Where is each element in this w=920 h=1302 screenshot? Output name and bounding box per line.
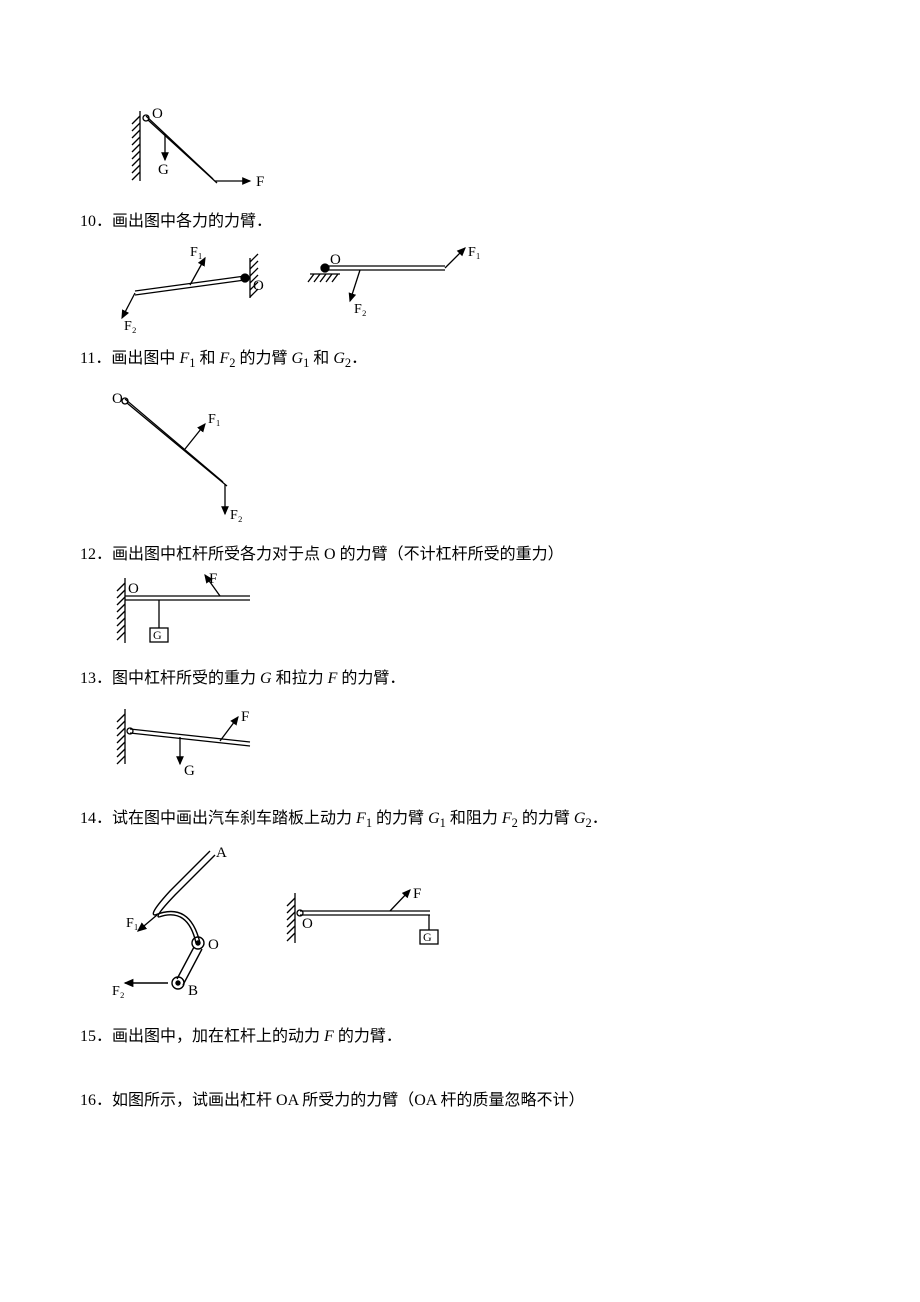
q16-text: 如图所示，试画出杠杆 OA 所受力的力臂（OA 杆的质量忽略不计） bbox=[112, 1092, 584, 1109]
q13-num: 13． bbox=[80, 670, 112, 687]
svg-text:O: O bbox=[253, 278, 264, 294]
svg-text:G: G bbox=[423, 930, 432, 944]
figure-14b: O F G bbox=[280, 888, 460, 958]
svg-text:F: F bbox=[413, 888, 421, 902]
svg-text:B: B bbox=[188, 983, 198, 999]
question-12: 12．画出图中杠杆所受各力对于点 O 的力臂（不计杠杆所受的重力） bbox=[80, 543, 850, 567]
q14-num: 14． bbox=[80, 810, 112, 827]
figure-14a: A O B F₁ F₂ bbox=[110, 843, 250, 1003]
svg-text:O: O bbox=[208, 937, 219, 953]
figure-13: G F bbox=[110, 709, 850, 779]
question-15: 15．画出图中，加在杠杆上的动力 F 的力臂． bbox=[80, 1025, 850, 1049]
question-14: 14．试在图中画出汽车刹车踏板上动力 F1 的力臂 G1 和阻力 F2 的力臂 … bbox=[80, 807, 850, 831]
figure-10-row: O F₁ F₂ O bbox=[110, 238, 850, 333]
q12-text: 画出图中杠杆所受各力对于点 O 的力臂（不计杠杆所受的重力） bbox=[112, 546, 564, 563]
q11-num: 11． bbox=[80, 350, 111, 367]
svg-text:F: F bbox=[241, 709, 249, 725]
svg-text:F₁: F₁ bbox=[190, 245, 203, 260]
figure-10b: O F₁ F₂ bbox=[300, 246, 485, 326]
figure-14-row: A O B F₁ F₂ bbox=[110, 843, 850, 1003]
svg-text:G: G bbox=[158, 162, 169, 178]
svg-text:F: F bbox=[209, 573, 217, 587]
page: O G F 10．画出图中各力的力臂． bbox=[0, 0, 920, 1302]
svg-text:O: O bbox=[152, 106, 163, 122]
svg-text:G: G bbox=[153, 628, 162, 642]
question-13: 13．图中杠杆所受的重力 G 和拉力 F 的力臂． bbox=[80, 667, 850, 691]
svg-text:F₁: F₁ bbox=[208, 412, 221, 427]
question-16: 16．如图所示，试画出杠杆 OA 所受力的力臂（OA 杆的质量忽略不计） bbox=[80, 1089, 850, 1113]
q10-num: 10． bbox=[80, 213, 112, 230]
svg-text:O: O bbox=[112, 391, 123, 407]
svg-text:F₂: F₂ bbox=[112, 984, 125, 999]
svg-text:F₁: F₁ bbox=[468, 246, 481, 260]
figure-10a: O F₁ F₂ bbox=[110, 238, 270, 333]
svg-text:F₁: F₁ bbox=[126, 916, 139, 931]
question-10: 10．画出图中各力的力臂． bbox=[80, 210, 850, 234]
figure-12: O F G bbox=[110, 573, 850, 653]
svg-text:F₂: F₂ bbox=[354, 302, 367, 317]
svg-text:G: G bbox=[184, 763, 195, 779]
svg-text:F₂: F₂ bbox=[124, 319, 137, 333]
svg-text:O: O bbox=[128, 581, 139, 597]
q10-text: 画出图中各力的力臂． bbox=[112, 213, 272, 230]
figure-11: O F₁ F₂ bbox=[110, 389, 850, 529]
question-11: 11．画出图中 F1 和 F2 的力臂 G1 和 G2． bbox=[80, 347, 850, 371]
svg-text:F: F bbox=[256, 174, 264, 190]
q12-num: 12． bbox=[80, 546, 112, 563]
q15-num: 15． bbox=[80, 1028, 112, 1045]
q16-num: 16． bbox=[80, 1092, 112, 1109]
figure-9: O G F bbox=[110, 106, 850, 196]
svg-text:O: O bbox=[330, 252, 341, 268]
svg-text:A: A bbox=[216, 845, 227, 861]
svg-text:F₂: F₂ bbox=[230, 508, 243, 523]
svg-text:O: O bbox=[302, 916, 313, 932]
